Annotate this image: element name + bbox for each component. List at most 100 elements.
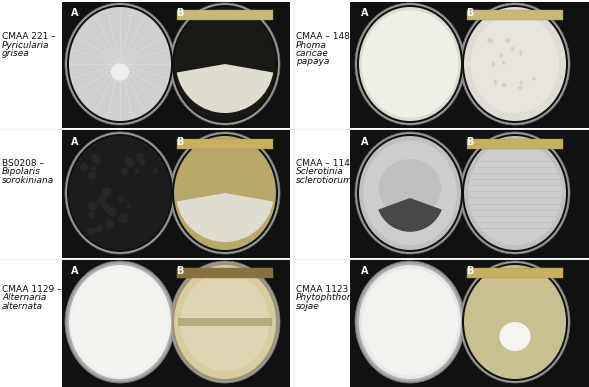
Ellipse shape <box>121 168 128 175</box>
Bar <box>62 2 290 128</box>
Ellipse shape <box>102 188 111 197</box>
Ellipse shape <box>355 261 465 383</box>
Ellipse shape <box>94 158 101 165</box>
Bar <box>62 130 290 258</box>
Text: Pyricularia: Pyricularia <box>2 41 49 50</box>
Ellipse shape <box>357 263 463 381</box>
Ellipse shape <box>170 3 280 125</box>
Text: A: A <box>71 266 78 276</box>
Text: alternata: alternata <box>2 302 43 311</box>
Ellipse shape <box>355 3 465 125</box>
Text: grisea: grisea <box>2 49 30 58</box>
Ellipse shape <box>118 214 128 224</box>
Text: Bipolaris: Bipolaris <box>2 168 41 176</box>
Ellipse shape <box>462 263 568 381</box>
Ellipse shape <box>359 136 461 250</box>
Ellipse shape <box>67 5 173 123</box>
Ellipse shape <box>134 169 139 173</box>
Ellipse shape <box>105 219 114 229</box>
Ellipse shape <box>357 134 463 252</box>
Ellipse shape <box>88 171 97 180</box>
Ellipse shape <box>65 132 175 254</box>
Text: BS0208 –: BS0208 – <box>2 159 44 168</box>
Ellipse shape <box>174 7 276 121</box>
Ellipse shape <box>357 5 463 123</box>
Ellipse shape <box>505 38 511 43</box>
Ellipse shape <box>102 203 110 211</box>
Ellipse shape <box>69 265 171 379</box>
Text: CMAA 1129 –: CMAA 1129 – <box>2 285 62 294</box>
Bar <box>350 2 589 128</box>
Bar <box>177 268 273 278</box>
Ellipse shape <box>127 158 134 165</box>
Bar <box>62 260 290 387</box>
Ellipse shape <box>106 207 113 214</box>
Ellipse shape <box>125 158 134 167</box>
Ellipse shape <box>460 132 570 254</box>
Ellipse shape <box>359 265 461 379</box>
Ellipse shape <box>511 47 514 51</box>
Ellipse shape <box>103 187 111 195</box>
Ellipse shape <box>172 134 278 252</box>
Ellipse shape <box>362 10 458 118</box>
Text: Phoma: Phoma <box>296 41 327 50</box>
Ellipse shape <box>519 81 524 85</box>
Text: A: A <box>71 8 78 18</box>
Text: B: B <box>466 8 474 18</box>
Ellipse shape <box>67 134 173 252</box>
Ellipse shape <box>80 163 88 171</box>
Ellipse shape <box>363 141 457 245</box>
Wedge shape <box>177 193 273 242</box>
Ellipse shape <box>174 136 276 250</box>
Ellipse shape <box>170 132 280 254</box>
Ellipse shape <box>141 162 145 166</box>
Ellipse shape <box>95 227 101 233</box>
Text: sorokiniana: sorokiniana <box>2 176 54 185</box>
Ellipse shape <box>460 261 570 383</box>
Ellipse shape <box>91 154 100 163</box>
Text: caricae: caricae <box>296 49 329 58</box>
Text: A: A <box>361 8 369 18</box>
Ellipse shape <box>174 265 276 379</box>
Ellipse shape <box>471 15 559 113</box>
Ellipse shape <box>67 263 173 381</box>
Bar <box>467 139 563 149</box>
Bar <box>467 268 563 278</box>
Text: CMAA – 1483: CMAA – 1483 <box>296 32 356 41</box>
Text: A: A <box>361 137 369 147</box>
Ellipse shape <box>532 77 536 81</box>
Ellipse shape <box>107 207 117 216</box>
Ellipse shape <box>468 141 562 245</box>
Ellipse shape <box>379 159 441 217</box>
Text: B: B <box>466 266 474 276</box>
Bar <box>350 130 589 258</box>
Text: CMAA 221 –: CMAA 221 – <box>2 32 56 41</box>
Text: B: B <box>466 137 474 147</box>
Text: CMAA – 1149: CMAA – 1149 <box>296 159 356 168</box>
Ellipse shape <box>92 166 96 171</box>
Text: Alternaria: Alternaria <box>2 293 47 303</box>
Ellipse shape <box>519 50 522 56</box>
Text: CMAA 1123 –: CMAA 1123 – <box>296 285 356 294</box>
Ellipse shape <box>153 168 158 173</box>
Text: A: A <box>361 266 369 276</box>
Ellipse shape <box>359 7 461 121</box>
Text: B: B <box>176 266 183 276</box>
Ellipse shape <box>518 86 522 89</box>
Ellipse shape <box>118 197 124 202</box>
Bar <box>177 10 273 20</box>
Bar <box>350 260 589 387</box>
Ellipse shape <box>97 224 103 230</box>
Bar <box>177 139 273 149</box>
Ellipse shape <box>362 268 458 376</box>
Ellipse shape <box>494 79 497 85</box>
Ellipse shape <box>72 268 168 376</box>
Text: B: B <box>176 137 183 147</box>
Text: papaya: papaya <box>296 58 329 67</box>
Ellipse shape <box>499 53 503 58</box>
Ellipse shape <box>499 322 531 351</box>
Ellipse shape <box>464 265 566 379</box>
Ellipse shape <box>69 7 171 121</box>
Ellipse shape <box>462 134 568 252</box>
Ellipse shape <box>135 152 145 162</box>
